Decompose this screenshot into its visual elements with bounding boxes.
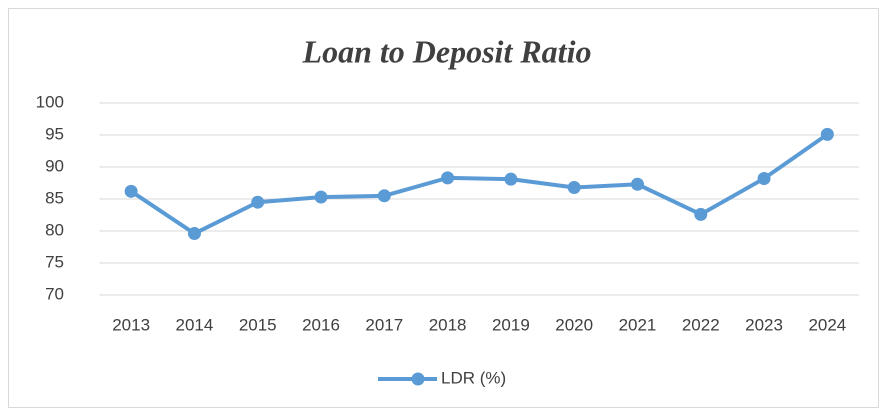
x-tick-label: 2013 (112, 315, 150, 334)
point-marker (187, 227, 201, 241)
point-marker (314, 190, 328, 204)
point-marker (504, 172, 518, 186)
x-tick-label: 2014 (176, 315, 214, 334)
x-tick-label: 2020 (555, 315, 593, 334)
point-marker (441, 171, 455, 185)
point-marker (820, 127, 834, 141)
point-marker (757, 172, 771, 186)
series-line (130, 132, 829, 236)
y-tick-label: 85 (45, 188, 64, 207)
chart-title: Loan to Deposit Ratio (302, 33, 592, 69)
point-marker (377, 189, 391, 203)
x-tick-label: 2016 (302, 315, 340, 334)
x-tick-label: 2021 (619, 315, 657, 334)
y-tick-label: 75 (45, 252, 64, 271)
x-tick-label: 2023 (745, 315, 783, 334)
y-tick-label: 90 (45, 156, 64, 175)
legend-label: LDR (%) (441, 368, 506, 387)
x-tick-label: 2018 (429, 315, 467, 334)
x-tick-label: 2024 (808, 315, 846, 334)
x-tick-label: 2017 (365, 315, 403, 334)
point-marker (567, 180, 581, 194)
legend-marker (411, 372, 425, 386)
point-marker (124, 184, 138, 198)
y-tick-label: 95 (45, 124, 64, 143)
y-tick-label: 80 (45, 220, 64, 239)
point-marker (694, 207, 708, 221)
x-tick-label: 2019 (492, 315, 530, 334)
point-marker (251, 195, 265, 209)
y-tick-label: 100 (36, 92, 64, 111)
x-tick-label: 2022 (682, 315, 720, 334)
point-marker (630, 177, 644, 191)
x-tick-label: 2015 (239, 315, 277, 334)
y-tick-label: 70 (45, 284, 64, 303)
